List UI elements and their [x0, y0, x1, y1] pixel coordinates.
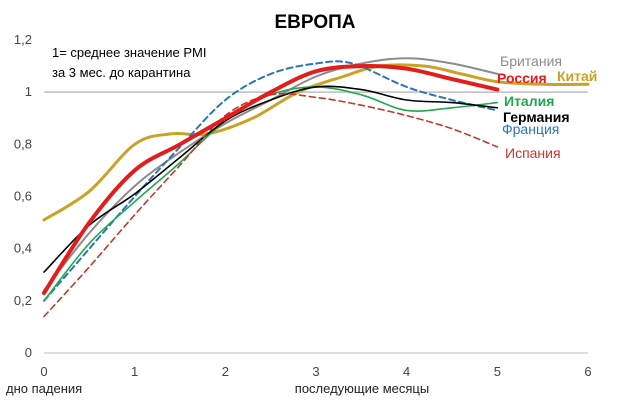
x-axis-left-label: дно падения [6, 381, 82, 396]
series-line-Германия [43, 85, 499, 273]
x-tick-label: 6 [584, 364, 591, 379]
y-tick-label: 1,2 [14, 32, 32, 47]
annotation-line-2: за 3 мес. до карантина [52, 65, 191, 80]
x-tick-label: 1 [131, 364, 138, 379]
series-line-Испания [43, 92, 499, 318]
x-tick-label: 0 [40, 364, 47, 379]
series-line-Россия [42, 63, 500, 295]
x-axis-label: последующие месяцы [295, 381, 429, 396]
x-tick-label: 5 [494, 364, 501, 379]
series-label: Испания [505, 145, 561, 161]
series-line-Франция [43, 60, 499, 302]
axes-layer: 0 0,2 0,4 0,6 0,8 1 1,2 0 1 2 3 4 5 6 [14, 32, 592, 379]
series-label: Германия [503, 109, 570, 125]
y-tick-label: 1 [25, 84, 32, 99]
series-label: Россия [497, 70, 547, 86]
y-tick-label: 0,6 [14, 189, 32, 204]
x-tick-label: 2 [222, 364, 229, 379]
annotation-line-1: 1= среднее значение PMI [52, 45, 206, 60]
chart-title: ЕВРОПА [275, 12, 356, 33]
x-tick-label: 4 [403, 364, 410, 379]
series-label: Британия [500, 53, 562, 69]
series-label: Франция [502, 121, 559, 137]
x-tick-label: 3 [312, 364, 319, 379]
y-tick-label: 0,8 [14, 136, 32, 151]
y-tick-label: 0,4 [14, 241, 32, 256]
series-layer [42, 57, 590, 318]
series-line-Китай [42, 63, 590, 222]
y-tick-label: 0,2 [14, 293, 32, 308]
series-label: Италия [504, 93, 554, 109]
y-tick-label: 0 [25, 345, 32, 360]
series-label: Китай [557, 68, 597, 84]
